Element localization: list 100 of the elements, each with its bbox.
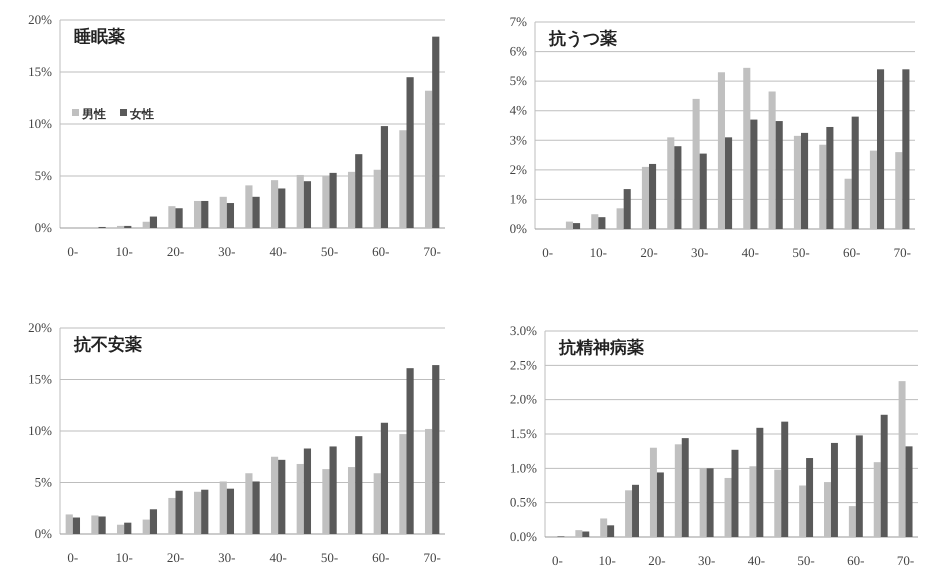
bar [176,490,183,534]
bar [826,126,834,229]
x-tick-label: 40- [742,245,760,260]
x-tick-label: 10- [115,244,133,259]
x-tick-label: 60- [372,550,390,565]
bar [830,442,838,537]
x-tick-label: 20- [640,245,658,260]
y-tick-label: 1.5% [510,426,538,441]
bar [600,518,608,537]
x-tick-label: 70- [894,245,912,260]
bar [700,154,707,229]
x-tick-label: 20- [166,244,184,259]
bar [591,214,598,229]
bar [194,200,202,228]
y-tick-label: 0% [34,220,52,235]
bar [573,223,580,229]
bar [781,422,788,537]
x-tick-label: 60- [842,245,860,260]
x-tick-label: 40- [748,553,766,568]
y-tick-label: 0.0% [510,529,538,544]
bar [776,121,783,229]
bar [252,196,260,228]
bar [270,180,278,228]
bar [91,515,98,534]
x-tick-label: 50- [792,245,810,260]
y-tick-label: 7% [510,14,528,29]
x-tick-label: 70- [423,550,441,565]
bar [877,69,884,229]
bar [856,435,863,537]
bar [880,414,888,537]
bar [142,222,150,228]
chart-title: 抗うつ薬 [548,29,617,48]
bar [98,516,106,534]
y-tick-label: 2.0% [510,392,538,407]
bar [406,77,414,228]
bar [278,188,286,228]
bar [732,450,738,537]
y-tick-label: 5% [510,73,528,88]
bar [598,217,606,229]
bar [750,120,758,229]
bar [432,36,440,228]
y-tick-label: 3.0% [510,323,538,338]
y-tick-label: 0% [510,221,528,236]
x-tick-label: 30- [218,550,236,565]
x-tick-label: 0- [67,550,78,565]
bar [66,514,73,534]
y-tick-label: 3% [510,132,528,148]
y-tick-label: 0% [34,526,52,541]
bar [278,460,286,534]
y-tick-label: 10% [28,116,52,131]
bar [852,116,859,229]
bar [116,524,124,534]
y-tick-label: 20% [28,12,52,27]
y-tick-label: 1% [510,191,528,206]
bar [201,490,208,534]
y-tick-label: 5% [34,474,52,490]
y-tick-label: 2% [510,162,528,177]
legend-label: 女性 [129,107,154,121]
y-tick-label: 15% [28,64,52,79]
y-tick-label: 1.0% [510,460,538,476]
bar [649,164,656,229]
bar [194,492,202,534]
bar [245,185,252,228]
bar [607,525,614,537]
bar [674,146,682,229]
x-tick-label: 0- [542,245,554,260]
x-tick-label: 10- [598,553,616,568]
bar [226,203,234,228]
x-tick-label: 50- [320,550,338,565]
y-tick-label: 20% [28,320,52,335]
bar [582,532,590,537]
bar [806,458,814,537]
bar [682,438,689,537]
bar [902,69,910,229]
x-tick-label: 30- [698,553,716,568]
x-tick-label: 20- [648,553,666,568]
bar [304,448,312,534]
bar [252,481,260,534]
bar [142,520,150,534]
bar [176,208,183,228]
bar [575,530,582,537]
bar [632,484,639,537]
x-tick-label: 10- [590,245,608,260]
bar [432,365,440,534]
y-tick-label: 0.5% [510,494,538,510]
bar [124,522,132,534]
bar [168,498,176,534]
bar [616,208,624,229]
bar [725,137,732,229]
bar [848,506,856,537]
y-tick-label: 15% [28,372,52,386]
bar [150,509,158,534]
bar [406,368,414,534]
bar [801,132,808,229]
bar [330,172,337,228]
x-tick-label: 10- [115,550,133,565]
y-tick-label: 6% [510,44,528,59]
x-tick-label: 20- [166,550,184,565]
x-tick-label: 40- [269,550,287,565]
bar [304,181,312,228]
